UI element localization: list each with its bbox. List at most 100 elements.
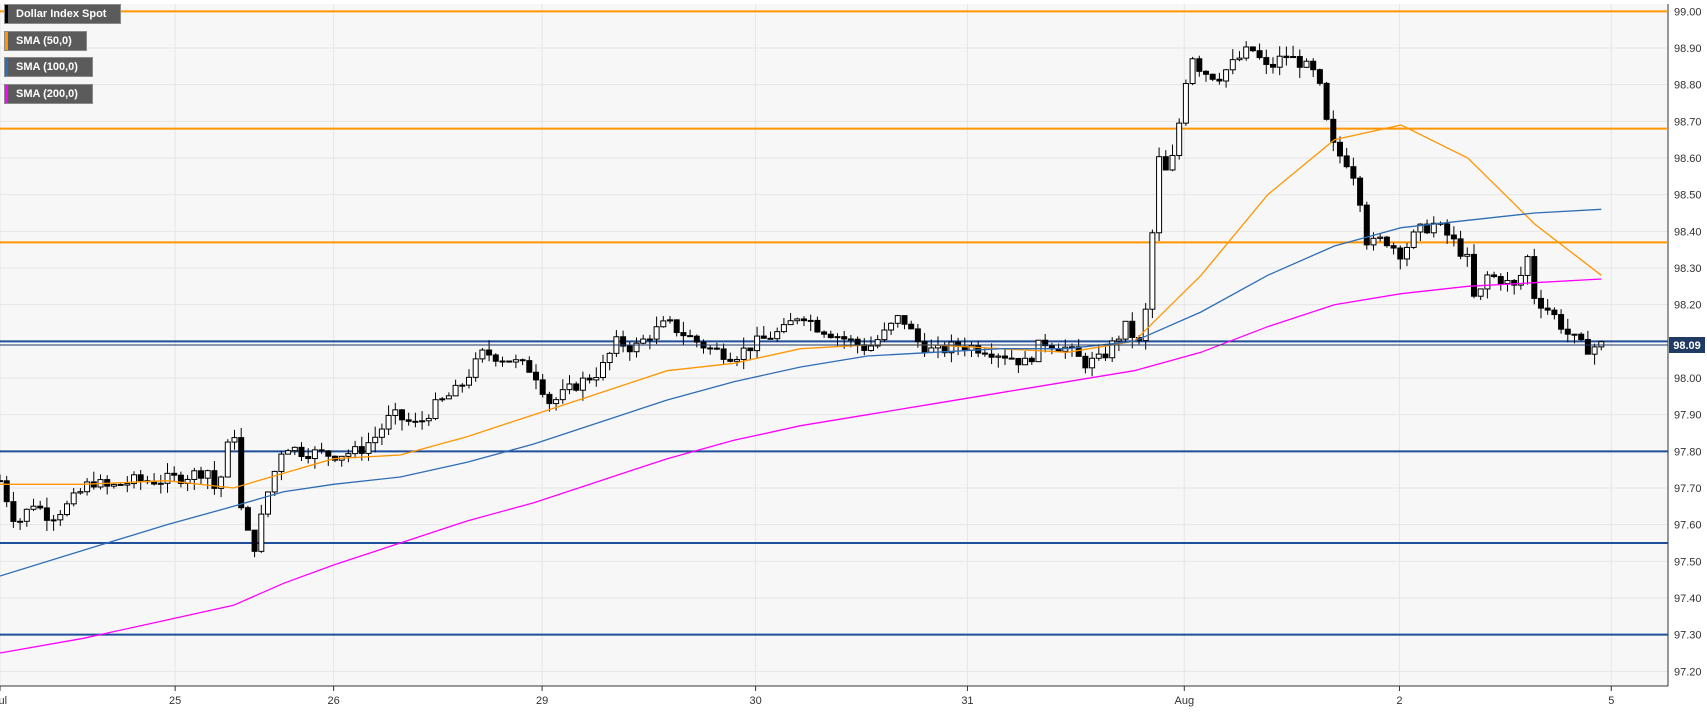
candle-body xyxy=(968,345,975,351)
candle-body xyxy=(1256,50,1263,59)
candle-body xyxy=(117,483,124,486)
candle-body xyxy=(767,337,774,340)
candle-body xyxy=(1424,223,1431,234)
candle-body xyxy=(1537,297,1544,309)
candle-body xyxy=(412,420,419,423)
x-tick-label: Jul xyxy=(0,695,7,707)
candle-body xyxy=(660,320,667,328)
legend-sma200[interactable]: SMA (200,0) xyxy=(4,84,93,104)
candle-body xyxy=(1564,328,1571,335)
candle-body xyxy=(566,383,573,391)
candle-body xyxy=(928,347,935,353)
candle-body xyxy=(1598,341,1605,348)
candle-body xyxy=(378,428,385,438)
candle-body xyxy=(191,470,198,480)
candle-body xyxy=(1403,246,1410,260)
candle-body xyxy=(1544,307,1551,311)
candle-body xyxy=(325,450,332,457)
candle-body xyxy=(1417,223,1424,233)
candle-body xyxy=(285,450,292,455)
candle-body xyxy=(599,362,606,378)
candle-body xyxy=(17,520,24,523)
candle-body xyxy=(841,336,848,340)
candle-body xyxy=(754,335,761,352)
candle-body xyxy=(1176,122,1183,156)
candle-body xyxy=(137,474,144,482)
legend-sma100[interactable]: SMA (100,0) xyxy=(4,57,93,77)
candle-body xyxy=(0,480,3,483)
candle-body xyxy=(1578,333,1585,341)
candle-body xyxy=(1390,245,1397,249)
legend-sma50[interactable]: SMA (50,0) xyxy=(4,31,87,51)
candle-body xyxy=(948,341,955,354)
candle-body xyxy=(278,453,285,472)
candle-body xyxy=(1283,55,1290,59)
legend-dollar-index[interactable]: Dollar Index Spot xyxy=(4,4,122,24)
candle-body xyxy=(84,481,91,493)
candle-body xyxy=(271,470,278,493)
legend-label-sma50: SMA (50,0) xyxy=(16,35,72,47)
candle-body xyxy=(794,318,801,322)
legend-swatch-sma50 xyxy=(5,32,8,50)
candle-body xyxy=(345,453,352,457)
current-price-badge xyxy=(1669,337,1705,353)
candle-body xyxy=(1008,357,1015,360)
legend-label-sma100: SMA (100,0) xyxy=(16,61,78,73)
candle-body xyxy=(559,389,566,401)
candle-body xyxy=(1082,355,1089,369)
y-tick-label: 98.50 xyxy=(1674,190,1702,202)
candle-body xyxy=(318,449,325,452)
candle-body xyxy=(1149,232,1156,310)
legend-swatch-sma200 xyxy=(5,85,8,103)
candle-body xyxy=(157,482,164,485)
candle-body xyxy=(995,355,1002,358)
y-tick-label: 99.00 xyxy=(1674,6,1702,18)
candle-body xyxy=(1156,156,1163,234)
candle-body xyxy=(888,322,895,331)
legend-label-sma200: SMA (200,0) xyxy=(16,88,78,100)
candle-body xyxy=(432,399,439,419)
candle-body xyxy=(687,335,694,338)
candle-body xyxy=(586,377,593,381)
candle-body xyxy=(1491,274,1498,278)
candle-body xyxy=(1095,353,1102,359)
candle-body xyxy=(1410,231,1417,248)
candle-body xyxy=(1229,59,1236,71)
candle-body xyxy=(1343,155,1350,168)
candle-body xyxy=(747,347,754,352)
candle-body xyxy=(452,384,459,397)
candle-body xyxy=(988,353,995,358)
candle-body xyxy=(1196,58,1203,72)
candle-body xyxy=(780,324,787,333)
current-price-label: 98.09 xyxy=(1673,340,1701,352)
legend-swatch-price xyxy=(5,5,8,23)
candle-body xyxy=(1571,333,1578,336)
candle-body xyxy=(720,348,727,360)
candle-body xyxy=(1430,222,1437,234)
candle-body xyxy=(673,319,680,334)
candle-body xyxy=(77,491,84,494)
candle-body xyxy=(1350,166,1357,179)
candle-body xyxy=(70,492,77,505)
candle-body xyxy=(1357,177,1364,206)
candle-body xyxy=(1310,60,1317,71)
candle-body xyxy=(1115,338,1122,342)
candle-body xyxy=(1330,118,1337,143)
x-tick-label: 26 xyxy=(327,695,339,707)
sma-line-200 xyxy=(0,278,1602,654)
candle-body xyxy=(1323,82,1330,120)
candle-body xyxy=(1551,309,1558,316)
candle-body xyxy=(546,393,553,405)
candle-body xyxy=(258,513,265,552)
y-tick-label: 97.50 xyxy=(1674,556,1702,568)
candle-body xyxy=(1363,204,1370,246)
x-tick-label: 25 xyxy=(169,695,181,707)
candle-body xyxy=(238,437,245,509)
candle-body xyxy=(63,503,70,516)
candle-body xyxy=(1089,357,1096,369)
candle-body xyxy=(1377,236,1384,239)
candle-body xyxy=(459,384,466,387)
y-tick-label: 97.60 xyxy=(1674,520,1702,532)
